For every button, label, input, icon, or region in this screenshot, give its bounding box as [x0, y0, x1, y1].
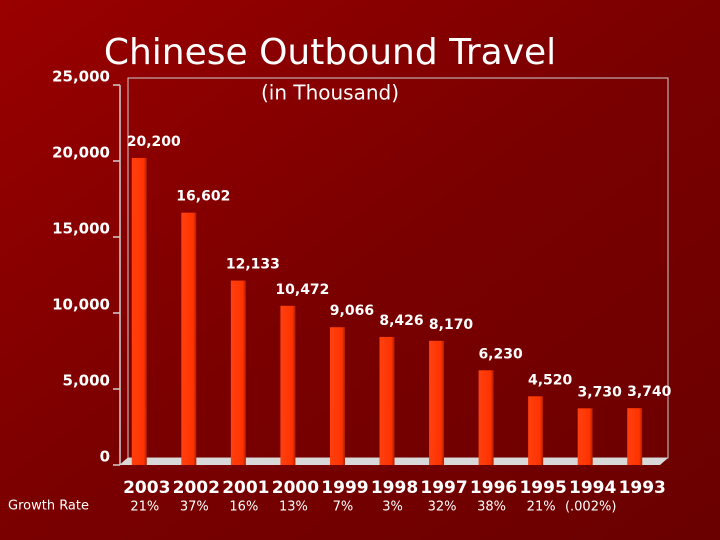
- value-label: 8,426: [379, 313, 423, 329]
- y-tick-label: 0: [100, 448, 110, 466]
- x-tick-label: 1998: [371, 478, 418, 498]
- bar: [329, 327, 345, 465]
- x-tick-label: 2003: [123, 478, 170, 498]
- growth-rate: 16%: [229, 500, 258, 515]
- x-tick-label: 1993: [619, 478, 666, 498]
- bar: [379, 336, 395, 465]
- value-label: 4,520: [528, 372, 573, 388]
- value-label: 3,730: [578, 384, 623, 400]
- growth-rate: 21%: [130, 500, 159, 515]
- y-tick-label: 15,000: [52, 220, 110, 238]
- growth-rate: 37%: [180, 500, 209, 515]
- y-tick-label: 5,000: [63, 372, 110, 390]
- bar: [131, 157, 147, 465]
- growth-rate: 38%: [477, 500, 506, 515]
- growth-rate: 13%: [279, 500, 308, 515]
- x-tick-label: 1999: [321, 478, 368, 498]
- x-tick-label: 1996: [470, 478, 517, 498]
- bar: [429, 340, 445, 465]
- bar: [478, 370, 494, 465]
- bar: [528, 396, 544, 465]
- x-tick-label: 1995: [519, 478, 566, 498]
- value-label: 12,133: [226, 257, 280, 273]
- y-tick-label: 20,000: [52, 144, 110, 162]
- bar: [577, 408, 593, 465]
- value-label: 10,472: [275, 282, 329, 298]
- growth-rate: 3%: [382, 500, 403, 515]
- growth-rate: 21%: [527, 500, 556, 515]
- x-tick-label: 2001: [222, 478, 269, 498]
- growth-rate: (.002%): [565, 500, 616, 515]
- y-tick-label: 10,000: [52, 296, 110, 314]
- x-tick-label: 1997: [420, 478, 467, 498]
- chart-subtitle: (in Thousand): [261, 81, 399, 105]
- row-label: Growth Rate: [8, 499, 89, 514]
- value-label: 6,230: [478, 346, 523, 362]
- bar: [627, 408, 643, 465]
- value-label: 16,602: [176, 189, 230, 205]
- value-label: 8,170: [429, 317, 474, 333]
- bar: [280, 305, 296, 465]
- chart-title: Chinese Outbound Travel: [104, 32, 556, 73]
- value-label: 3,740: [627, 384, 672, 400]
- growth-rate: 7%: [333, 500, 354, 515]
- bar: [181, 212, 197, 465]
- value-label: 9,066: [330, 303, 374, 319]
- value-label: 20,200: [127, 134, 181, 150]
- x-tick-label: 1994: [569, 478, 616, 498]
- x-tick-label: 2000: [272, 478, 319, 498]
- growth-rate: 32%: [428, 500, 457, 515]
- bar: [230, 280, 246, 465]
- x-tick-label: 2002: [173, 478, 220, 498]
- y-tick-label: 25,000: [52, 68, 110, 86]
